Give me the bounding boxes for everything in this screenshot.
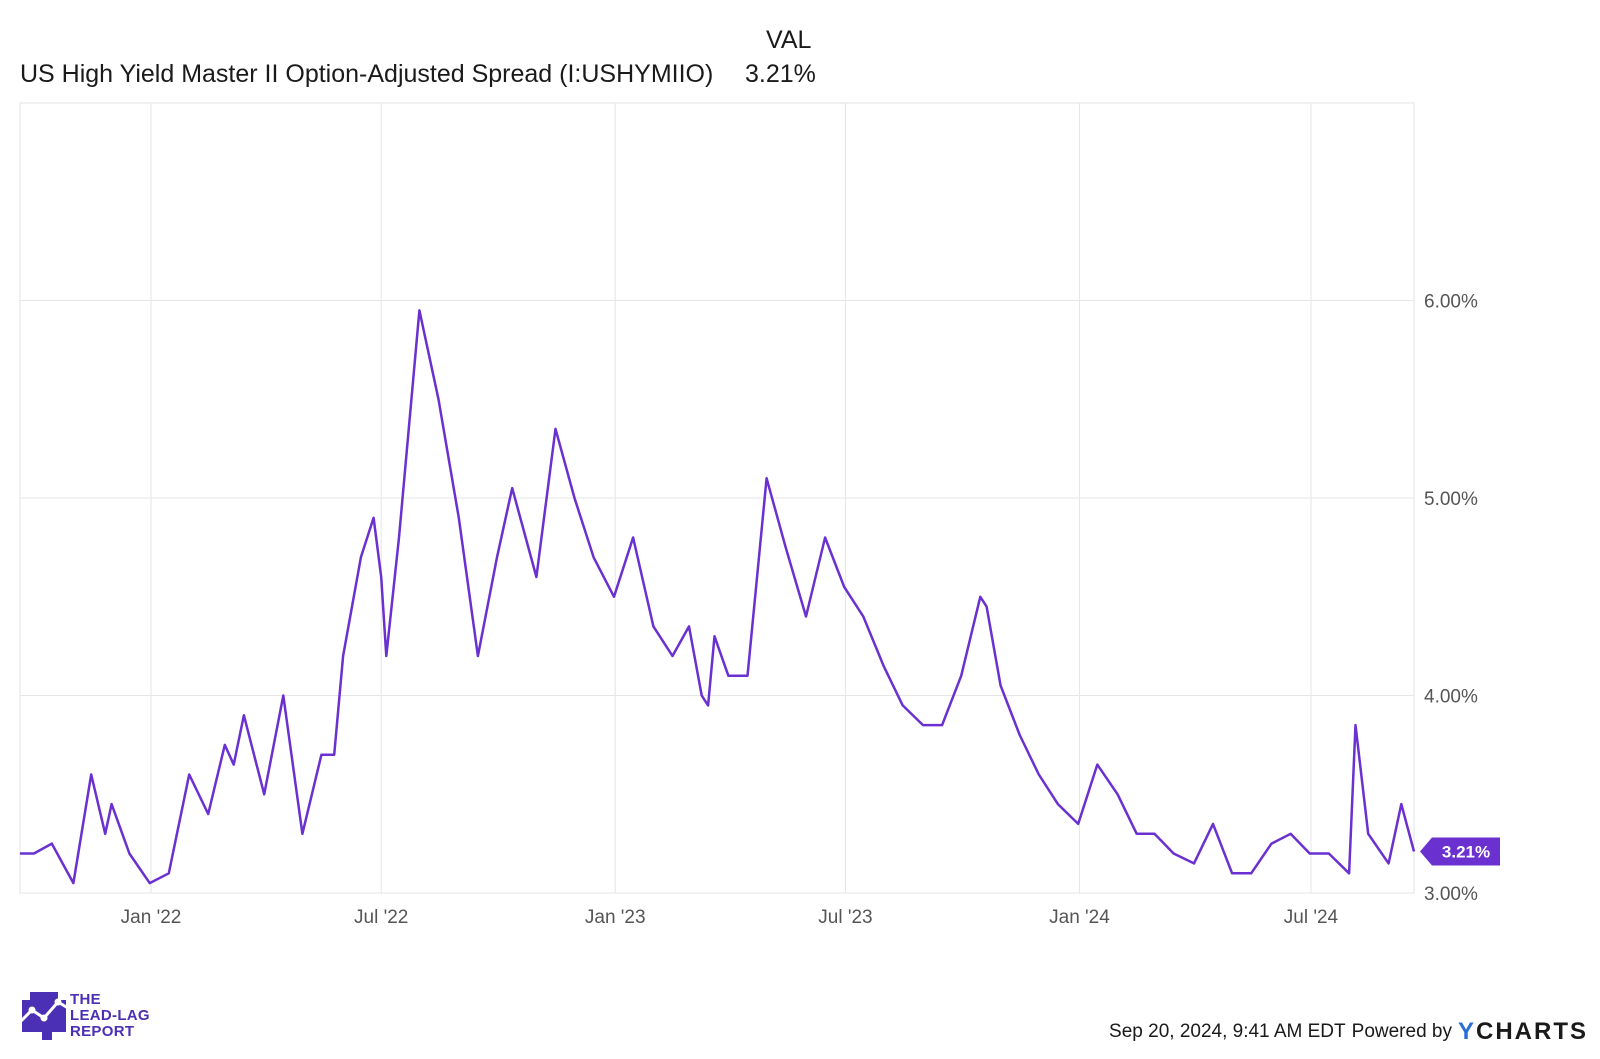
legend-series-name: US High Yield Master II Option-Adjusted … [20, 60, 714, 88]
x-tick-label: Jan '23 [585, 907, 646, 928]
x-tick-label: Jul '22 [354, 907, 408, 928]
x-tick-label: Jan '22 [121, 907, 182, 928]
current-value-badge [1420, 837, 1500, 866]
logo-line: LEAD-LAG [70, 1007, 150, 1024]
x-tick-label: Jul '24 [1284, 907, 1339, 928]
current-value-badge-label: 3.21% [1442, 843, 1490, 862]
legend-header: VAL [766, 26, 812, 54]
footer-timestamp: Sep 20, 2024, 9:41 AM EDT [1109, 1021, 1346, 1042]
footer: Sep 20, 2024, 9:41 AM EDT Powered by YCH… [1109, 1018, 1588, 1046]
x-tick-label: Jul '23 [818, 907, 872, 928]
ycharts-logo[interactable]: YCHARTS [1458, 1018, 1588, 1046]
legend-series-value: 3.21% [745, 60, 816, 88]
footer-powered-by: Powered by [1351, 1021, 1452, 1042]
logo-line: THE [70, 991, 101, 1008]
y-tick-label: 5.00% [1424, 489, 1478, 510]
y-tick-label: 6.00% [1424, 292, 1478, 313]
y-tick-label: 4.00% [1424, 687, 1478, 708]
x-tick-label: Jan '24 [1049, 907, 1110, 928]
ycharts-logo-y: Y [1457, 1018, 1476, 1045]
y-tick-label: 3.00% [1424, 884, 1478, 905]
logo-line: REPORT [70, 1023, 135, 1040]
lead-lag-logo-text: THE LEAD-LAG REPORT [70, 992, 150, 1040]
series-line [20, 309, 1416, 885]
lead-lag-logo-icon [18, 992, 69, 1040]
ycharts-logo-rest: CHARTS [1476, 1018, 1588, 1045]
